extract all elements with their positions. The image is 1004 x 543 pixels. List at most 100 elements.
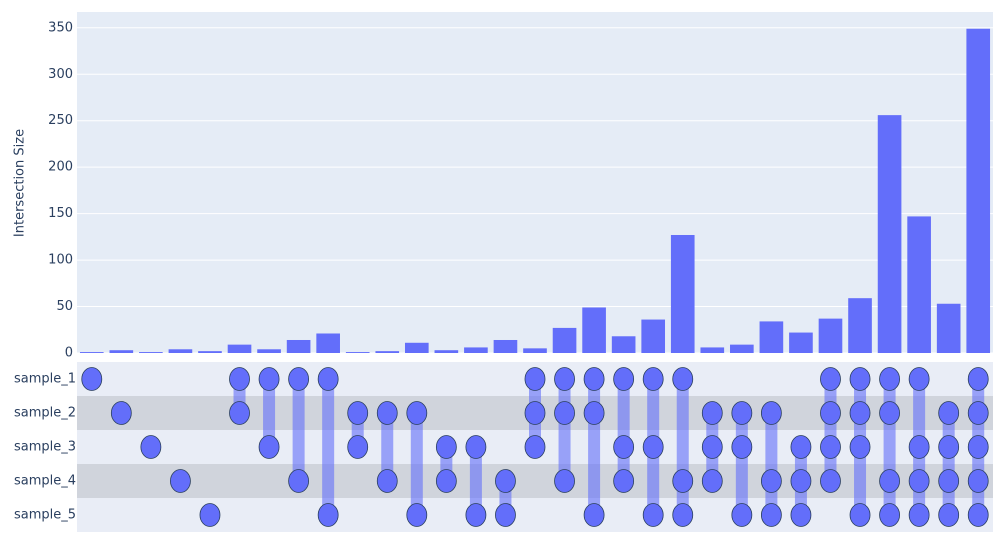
membership-dot (406, 401, 428, 425)
y-tick-label: 200 (48, 160, 73, 175)
membership-dot (908, 435, 930, 459)
bar (641, 319, 666, 353)
set-label: sample_5 (14, 508, 76, 523)
membership-dot (967, 503, 989, 527)
membership-dot (672, 469, 694, 493)
bar (198, 351, 222, 353)
set-label: sample_4 (14, 474, 76, 489)
bar (966, 28, 991, 354)
membership-dot (554, 401, 575, 425)
membership-dot (879, 469, 900, 493)
membership-dot (701, 435, 723, 459)
membership-dot (672, 503, 694, 527)
membership-dot (967, 435, 989, 459)
bar (345, 352, 370, 353)
membership-dot (288, 469, 310, 493)
membership-dot (170, 469, 191, 493)
membership-dot (849, 401, 871, 425)
bar (464, 347, 488, 353)
bar (316, 333, 340, 353)
bar (611, 336, 636, 353)
membership-dot (938, 401, 960, 425)
membership-dot (435, 435, 457, 459)
plot-background (77, 12, 993, 353)
membership-dot (672, 367, 694, 391)
set-label: sample_1 (14, 372, 76, 387)
membership-dot (908, 469, 930, 493)
membership-dot (229, 401, 250, 425)
bar (552, 327, 577, 353)
membership-dot (317, 367, 339, 391)
membership-dot (938, 503, 960, 527)
membership-dot (938, 435, 960, 459)
membership-dot (583, 367, 605, 391)
bar (434, 350, 459, 353)
membership-dot (790, 435, 812, 459)
bar (286, 339, 311, 353)
bar (848, 298, 872, 353)
y-tick-label: 50 (56, 299, 73, 314)
membership-dot (258, 367, 280, 391)
membership-dot (760, 503, 782, 527)
membership-dot (376, 469, 398, 493)
membership-dot (465, 435, 487, 459)
y-tick-label: 350 (48, 20, 73, 35)
membership-dot (967, 367, 989, 391)
membership-dot (642, 367, 664, 391)
membership-dot (642, 435, 664, 459)
membership-dot (820, 401, 841, 425)
membership-dot (642, 503, 664, 527)
membership-dot (820, 435, 841, 459)
membership-dot (731, 503, 753, 527)
bar (700, 347, 725, 353)
membership-dot (790, 469, 812, 493)
membership-dot (820, 469, 841, 493)
membership-dot (376, 401, 398, 425)
bar (227, 344, 252, 353)
membership-dot (701, 401, 723, 425)
membership-dot (790, 503, 812, 527)
membership-dot (288, 367, 310, 391)
bar (109, 350, 134, 353)
membership-dot (258, 435, 280, 459)
membership-dot (908, 367, 930, 391)
bar (523, 348, 547, 353)
membership-dot (613, 367, 635, 391)
membership-dot (140, 435, 162, 459)
membership-dot (583, 401, 605, 425)
bar (375, 351, 400, 353)
y-tick-label: 150 (48, 206, 73, 221)
bar (877, 115, 902, 354)
membership-dot (495, 503, 516, 527)
membership-dot (81, 367, 103, 391)
membership-dot (731, 435, 753, 459)
y-axis-title: Intersection Size (13, 129, 28, 237)
bar (670, 234, 695, 353)
membership-dot (199, 503, 221, 527)
membership-dot (554, 367, 575, 391)
bar (907, 216, 931, 353)
membership-dot (583, 503, 605, 527)
membership-dot (879, 401, 900, 425)
set-label: sample_2 (14, 406, 76, 421)
bar (139, 352, 163, 353)
membership-dot (347, 401, 369, 425)
bar (257, 349, 281, 353)
y-tick-label: 0 (65, 346, 73, 361)
membership-dot (554, 469, 575, 493)
y-tick-label: 300 (48, 67, 73, 82)
membership-dot (613, 469, 635, 493)
membership-dot (613, 435, 635, 459)
membership-dot (701, 469, 723, 493)
membership-dot (347, 435, 369, 459)
bar (730, 344, 754, 353)
membership-dot (524, 401, 546, 425)
bar (818, 318, 843, 353)
bar (759, 321, 784, 353)
membership-dot (908, 503, 930, 527)
membership-dot (435, 469, 457, 493)
set-label: sample_3 (14, 440, 76, 455)
membership-dot (495, 469, 516, 493)
membership-dot (849, 503, 871, 527)
